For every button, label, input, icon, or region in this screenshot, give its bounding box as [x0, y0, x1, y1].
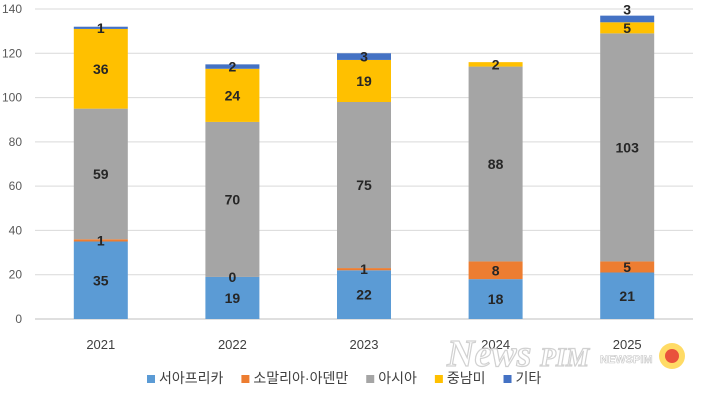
y-tick-label: 120 — [2, 46, 22, 60]
bar-segment — [600, 33, 655, 262]
y-tick-label: 140 — [2, 2, 22, 16]
data-label: 1 — [97, 20, 105, 36]
data-label: 22 — [356, 287, 372, 303]
bar-segment — [205, 121, 260, 277]
bar-segment — [73, 241, 128, 319]
bar-segment — [468, 66, 523, 262]
bar-segment — [73, 28, 128, 109]
data-label: 24 — [225, 87, 241, 103]
data-label: 8 — [492, 262, 500, 278]
y-tick-label: 0 — [15, 312, 22, 326]
x-tick-label: 2024 — [481, 337, 510, 352]
data-label: 5 — [623, 20, 631, 36]
legend-swatch — [147, 375, 155, 383]
bar-segment — [468, 261, 523, 280]
data-label: 1 — [97, 232, 105, 248]
bar-segment — [337, 59, 391, 102]
data-label: 1 — [360, 261, 368, 277]
data-label: 5 — [623, 259, 631, 275]
x-tick-label: 2023 — [350, 337, 379, 352]
legend-label: 소말리아·아덴만 — [253, 370, 348, 386]
watermark-subtext: NEWSPIM — [600, 354, 653, 366]
bar-segment — [337, 102, 391, 269]
data-label: 36 — [93, 61, 109, 77]
bar-segment — [205, 276, 260, 319]
bars — [73, 15, 655, 319]
bar-segment — [337, 53, 391, 60]
data-label: 0 — [229, 269, 237, 285]
watermark-text-tail: PIM — [539, 343, 590, 372]
bar-segment — [468, 62, 523, 67]
data-label: 3 — [623, 2, 631, 18]
legend-swatch — [503, 375, 512, 383]
data-label: 35 — [93, 272, 109, 288]
bar-segment — [600, 22, 655, 34]
legend: 서아프리카 소말리아·아덴만 아시아 중남미 기타 — [147, 370, 541, 386]
y-tick-label: 80 — [9, 135, 23, 149]
x-axis-ticks: 2021 2022 2023 2024 2025 — [86, 337, 641, 352]
data-label: 2 — [229, 59, 237, 75]
data-label: 59 — [93, 166, 109, 182]
bar-segment — [73, 108, 128, 240]
y-tick-label: 40 — [9, 223, 23, 237]
y-tick-label: 100 — [2, 91, 22, 105]
x-tick-label: 2021 — [86, 337, 115, 352]
legend-label: 중남미 — [447, 370, 486, 386]
legend-swatch — [434, 375, 443, 383]
data-label: 21 — [619, 288, 635, 304]
legend-swatch — [366, 375, 375, 383]
bar-segment — [337, 270, 391, 319]
bar-segment — [600, 261, 655, 273]
watermark-text: News — [446, 333, 531, 375]
data-label: 2 — [492, 56, 500, 72]
bar-segment — [600, 272, 655, 319]
data-label: 70 — [225, 191, 241, 207]
x-tick-label: 2022 — [218, 337, 247, 352]
bar-segment — [600, 15, 655, 23]
data-label: 19 — [225, 290, 241, 306]
legend-label: 아시아 — [378, 370, 417, 386]
watermark-burst-icon — [659, 343, 685, 369]
legend-swatch — [241, 375, 250, 383]
data-label: 75 — [356, 177, 372, 193]
data-label: 103 — [616, 139, 640, 155]
data-label: 3 — [360, 49, 368, 65]
x-tick-label: 2025 — [613, 337, 642, 352]
bar-segment — [468, 279, 523, 319]
watermark-logo: News PIM NEWSPIM — [445, 332, 685, 376]
legend-label: 서아프리카 — [159, 370, 224, 386]
data-label: 88 — [488, 156, 504, 172]
y-axis-ticks: 0 20 40 60 80 100 120 140 — [2, 2, 22, 326]
bar-segment — [337, 268, 391, 271]
bar-segment — [205, 64, 260, 69]
legend-label: 기타 — [516, 370, 542, 386]
data-label: 19 — [356, 73, 372, 89]
bar-segment — [205, 68, 260, 122]
bar-segment — [73, 26, 128, 29]
y-tick-label: 60 — [9, 179, 23, 193]
data-label: 18 — [488, 291, 504, 307]
y-tick-label: 20 — [9, 268, 23, 282]
bar-segment — [73, 239, 128, 242]
